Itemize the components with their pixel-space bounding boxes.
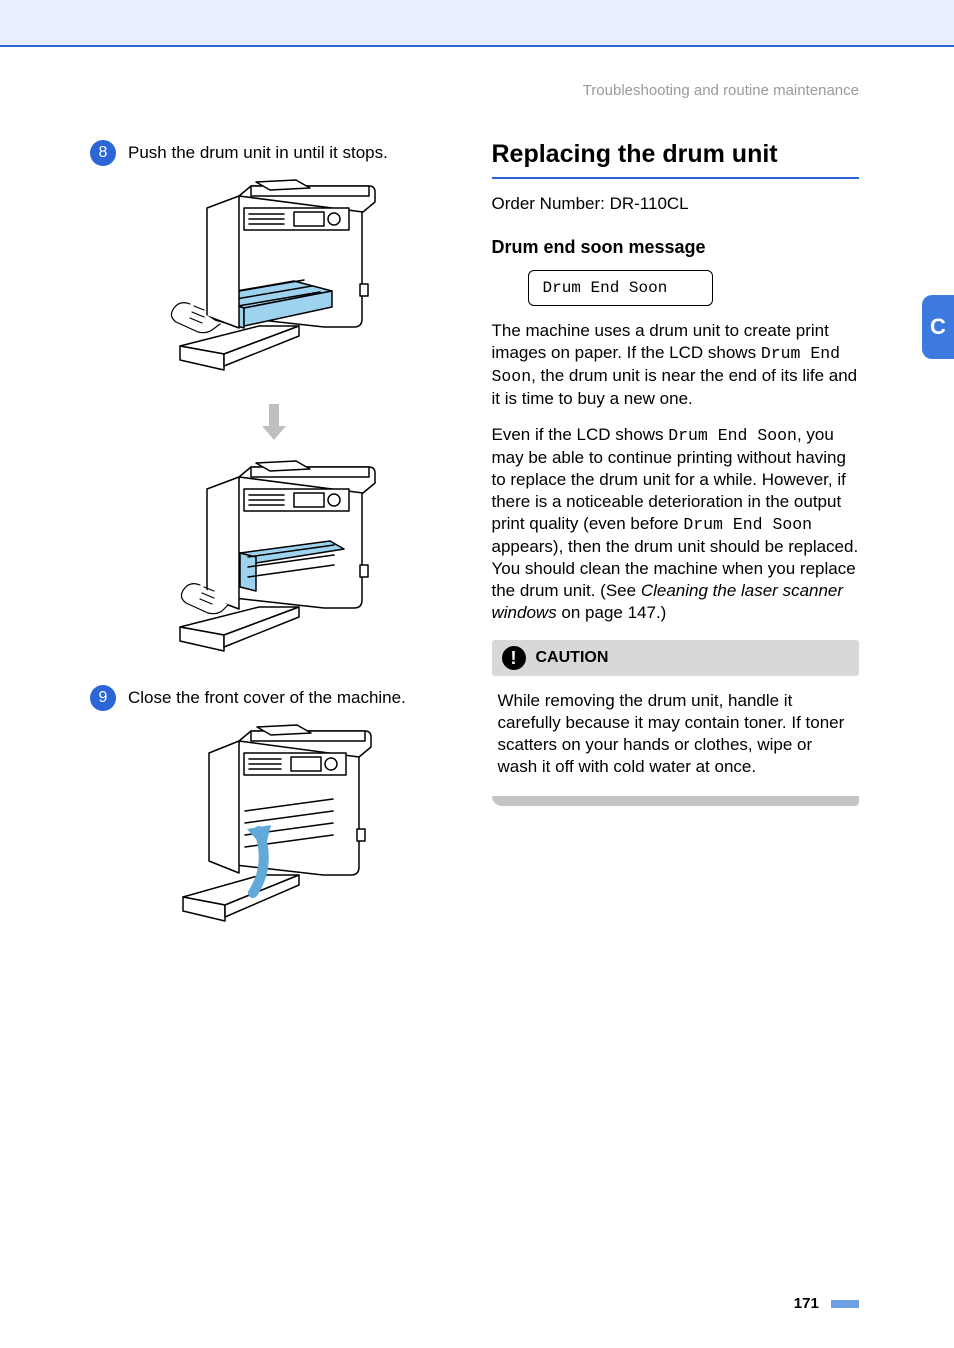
caution-body: While removing the drum unit, handle it … [492,676,860,796]
step-9: 9 Close the front cover of the machine. [90,685,458,711]
caution-icon: ! [502,646,526,670]
text: on page 147.) [557,603,667,622]
order-number-line: Order Number: DR-110CL [492,193,860,215]
lcd-display-box: Drum End Soon [528,270,713,306]
section-title: Replacing the drum unit [492,140,860,179]
caution-footer-bar [492,796,860,806]
printer-illustration-3 [149,721,399,946]
caution-label: CAUTION [536,649,609,667]
page-number-bar [831,1300,859,1308]
text: Even if the LCD shows [492,425,669,444]
figure-close-cover [90,721,458,946]
mono-text: Drum End Soon [668,426,797,445]
breadcrumb: Troubleshooting and routine maintenance [493,82,859,99]
caution-box: ! CAUTION While removing the drum unit, … [492,640,860,806]
printer-illustration-2 [144,457,404,667]
chapter-tab: C [922,295,954,359]
text: , the drum unit is near the end of its l… [492,366,858,408]
mono-text: Drum End Soon [683,515,812,534]
caution-header: ! CAUTION [492,640,860,676]
arrow-down-icon [90,402,458,447]
printer-illustration-1 [144,176,404,386]
step-text: Push the drum unit in until it stops. [128,140,388,164]
top-accent-band [0,0,954,47]
subheading-drum-end-soon: Drum end soon message [492,237,860,258]
step-number-badge: 9 [90,685,116,711]
page-number: 171 [794,1295,859,1312]
page-number-value: 171 [794,1295,819,1312]
step-number-badge: 8 [90,140,116,166]
left-column: 8 Push the drum unit in until it stops. [90,140,458,1308]
figure-push-drum-1 [90,176,458,386]
step-text: Close the front cover of the machine. [128,685,406,709]
content-area: 8 Push the drum unit in until it stops. [90,140,859,1308]
step-8: 8 Push the drum unit in until it stops. [90,140,458,166]
figure-push-drum-2 [90,457,458,667]
paragraph-2: Even if the LCD shows Drum End Soon, you… [492,424,860,624]
right-column: Replacing the drum unit Order Number: DR… [492,140,860,1308]
paragraph-1: The machine uses a drum unit to create p… [492,320,860,410]
